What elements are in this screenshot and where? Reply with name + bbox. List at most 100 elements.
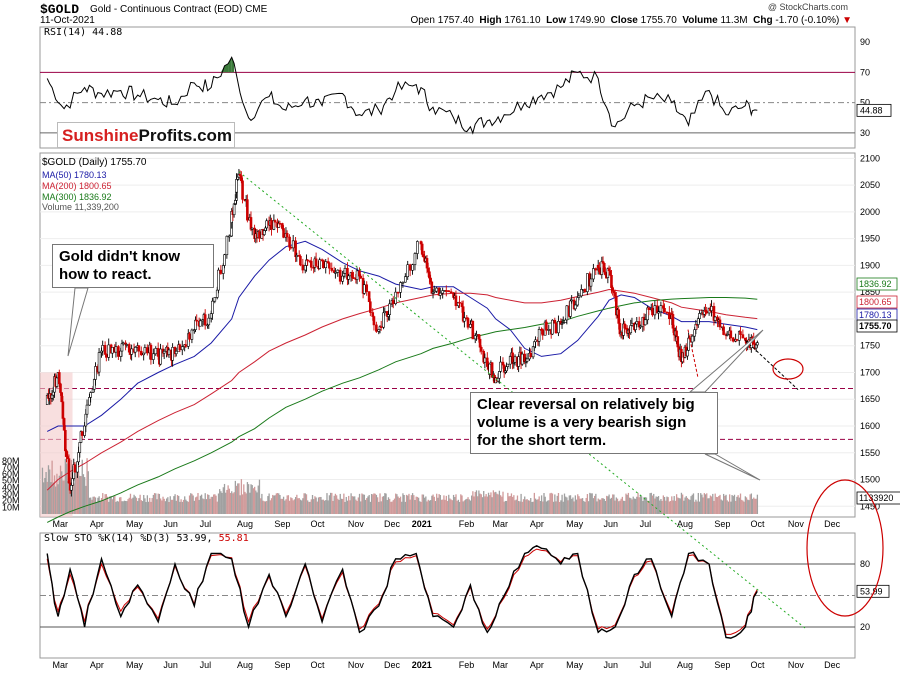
volume-bar xyxy=(108,501,110,514)
volume-bar xyxy=(147,501,150,514)
volume-bar xyxy=(747,499,749,514)
sto-x-tick-label: Aug xyxy=(677,660,693,670)
volume-bar xyxy=(244,491,246,514)
open-value: 1757.40 xyxy=(437,15,474,26)
volume-bar xyxy=(413,495,415,514)
volume-bar xyxy=(630,498,632,514)
volume-bar xyxy=(733,494,736,514)
callout1-line2: how to react. xyxy=(59,266,152,283)
price-candle-body xyxy=(97,352,101,373)
x-tick-label: Dec xyxy=(384,519,401,529)
price-candle-body xyxy=(557,321,560,334)
volume-bar xyxy=(708,498,710,514)
volume-bar xyxy=(590,493,592,514)
volume-bar xyxy=(378,501,380,514)
price-candle-body xyxy=(525,358,529,362)
price-candle-body xyxy=(334,272,337,274)
volume-bar xyxy=(720,499,722,514)
price-candle-body xyxy=(114,346,118,353)
volume-bar xyxy=(276,493,279,514)
volume-bar xyxy=(298,498,300,514)
sto-x-tick-label: Jun xyxy=(163,660,178,670)
volume-bar xyxy=(67,481,69,514)
volume-bar xyxy=(675,494,678,514)
price-candle-body xyxy=(416,241,419,254)
volume-bar xyxy=(140,500,142,514)
volume-bar xyxy=(484,496,486,514)
price-candle-body xyxy=(741,334,745,339)
sto-x-tick-label: 2021 xyxy=(412,660,432,670)
x-tick-label: Apr xyxy=(530,519,544,529)
volume-bar xyxy=(540,495,543,514)
volume-bar xyxy=(340,498,343,514)
volume-bar xyxy=(208,494,210,514)
price-candle-body xyxy=(352,277,355,279)
price-tick-label: 1550 xyxy=(860,448,880,458)
sto-tick-label: 80 xyxy=(860,559,870,569)
price-candle-body xyxy=(328,262,331,269)
rsi-panel: 30 50 70 90 44.88 xyxy=(39,26,892,149)
price-candle-body xyxy=(227,235,231,238)
volume-bar xyxy=(690,496,692,514)
volume-bar xyxy=(663,496,666,514)
volume-bar xyxy=(719,494,721,514)
price-tick-label: 2050 xyxy=(860,180,880,190)
volume-bar xyxy=(548,500,550,514)
price-candle-body xyxy=(473,335,477,340)
volume-bar xyxy=(214,494,216,514)
price-candle-body xyxy=(531,346,535,358)
price-candle-body xyxy=(343,267,347,274)
volume-bar xyxy=(126,501,128,514)
volume-bar xyxy=(99,501,101,514)
volume-bar xyxy=(345,496,347,514)
sto-x-tick-label: Sep xyxy=(714,660,730,670)
volume-bar xyxy=(731,494,733,514)
price-candle-body xyxy=(460,302,464,307)
volume-bar xyxy=(258,479,261,514)
volume-bar xyxy=(156,499,158,514)
volume-bar xyxy=(222,487,224,514)
volume-bar xyxy=(437,497,439,514)
price-candle-body xyxy=(62,418,66,431)
volume-bar xyxy=(117,501,120,514)
volume-bar xyxy=(373,493,375,514)
volume-bar xyxy=(751,498,754,514)
price-candle-body xyxy=(194,319,197,330)
volume-bar xyxy=(326,493,328,514)
volume-bar xyxy=(684,497,686,514)
volume-bar xyxy=(497,494,499,514)
stochastic-ellipse xyxy=(806,479,884,617)
price-candle-body xyxy=(184,344,188,347)
volume-bar xyxy=(138,498,140,514)
volume-bar xyxy=(285,499,287,514)
volume-bar xyxy=(280,498,282,514)
volume-bar xyxy=(419,501,421,514)
price-candle-body xyxy=(180,346,184,351)
rsi-line xyxy=(46,56,758,135)
volume-bar xyxy=(75,470,77,514)
volume-bar xyxy=(735,500,737,514)
volume-bar xyxy=(351,496,353,514)
volume-bar xyxy=(586,494,589,514)
volume-bar xyxy=(180,499,182,514)
volume-bar xyxy=(79,475,81,514)
high-value: 1761.10 xyxy=(504,15,541,26)
price-candle-body xyxy=(743,337,747,341)
volume-bar xyxy=(695,499,697,514)
volume-bar xyxy=(644,497,646,514)
sto-x-tick-label: Mar xyxy=(52,660,68,670)
volume-bar xyxy=(495,491,497,514)
volume-bar xyxy=(109,496,111,514)
volume-bar xyxy=(213,494,215,514)
volume-bar xyxy=(411,493,414,514)
volume-bar xyxy=(302,498,304,514)
volume-bar xyxy=(290,497,292,514)
volume-bar xyxy=(616,498,619,514)
price-candle-body xyxy=(499,361,502,372)
volume-bar xyxy=(748,500,750,514)
volume-bar xyxy=(463,500,466,514)
callout2-pointer-down xyxy=(704,453,761,481)
volume-bar xyxy=(694,501,696,514)
volume-bar xyxy=(421,494,423,514)
price-candle-body xyxy=(156,348,160,357)
